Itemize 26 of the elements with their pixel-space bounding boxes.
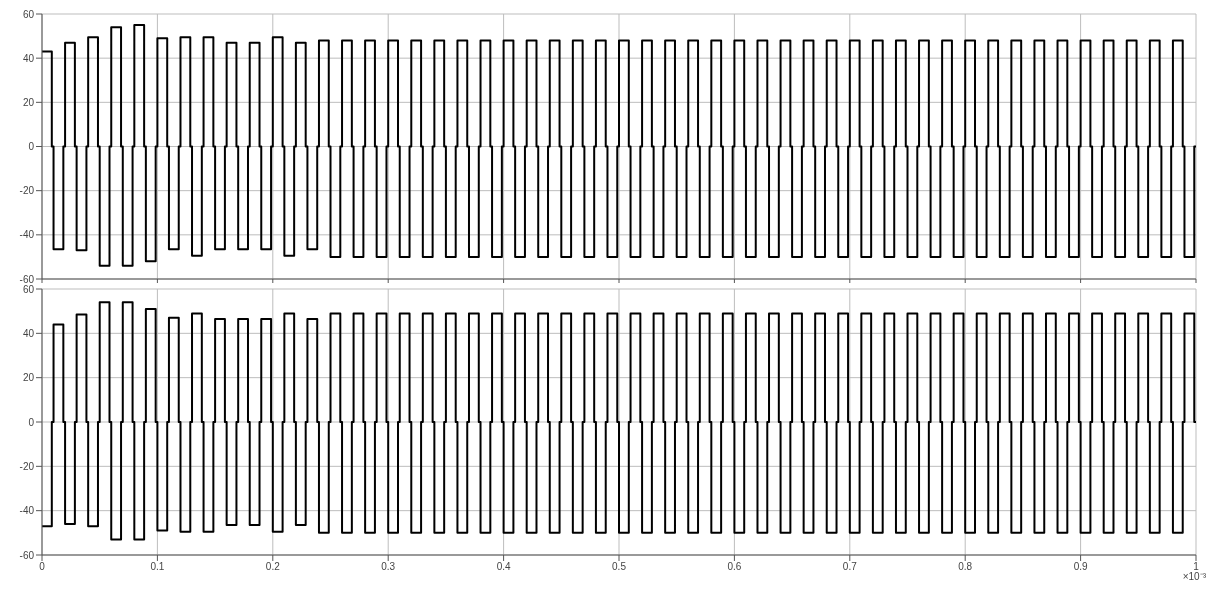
y-tick-label: -60 <box>19 549 35 561</box>
y-tick-label: 0 <box>28 141 35 153</box>
y-tick-label: 0 <box>28 416 35 428</box>
y-tick-label: -20 <box>19 460 35 472</box>
y-tick-label: 60 <box>22 8 35 20</box>
x-tick-label: 0.1 <box>150 561 165 573</box>
x-tick-label: 0.7 <box>842 561 858 573</box>
y-tick-label: -60 <box>19 273 35 285</box>
y-tick-label: 60 <box>22 283 35 295</box>
x-tick-label: 0.8 <box>958 561 973 573</box>
y-tick-label: 40 <box>22 52 35 64</box>
x-tick-label: 0.9 <box>1073 561 1088 573</box>
x-tick-label: 0 <box>39 561 46 573</box>
y-tick-label: -20 <box>19 185 35 197</box>
x-tick-label: 0.5 <box>612 561 627 573</box>
text: ×10⁻³ <box>1182 570 1206 583</box>
y-tick-label: -40 <box>19 229 35 241</box>
x-tick-label: 0.3 <box>381 561 396 573</box>
y-tick-label: 20 <box>22 372 35 384</box>
x-tick-label: 0.6 <box>727 561 742 573</box>
x-tick-label: 0.2 <box>265 561 281 573</box>
y-tick-label: 20 <box>22 96 35 108</box>
x-tick-label: 1 <box>1193 561 1200 573</box>
y-tick-label: 40 <box>22 327 35 339</box>
x-tick-label: 0.4 <box>496 561 511 573</box>
y-tick-label: -40 <box>19 505 35 517</box>
